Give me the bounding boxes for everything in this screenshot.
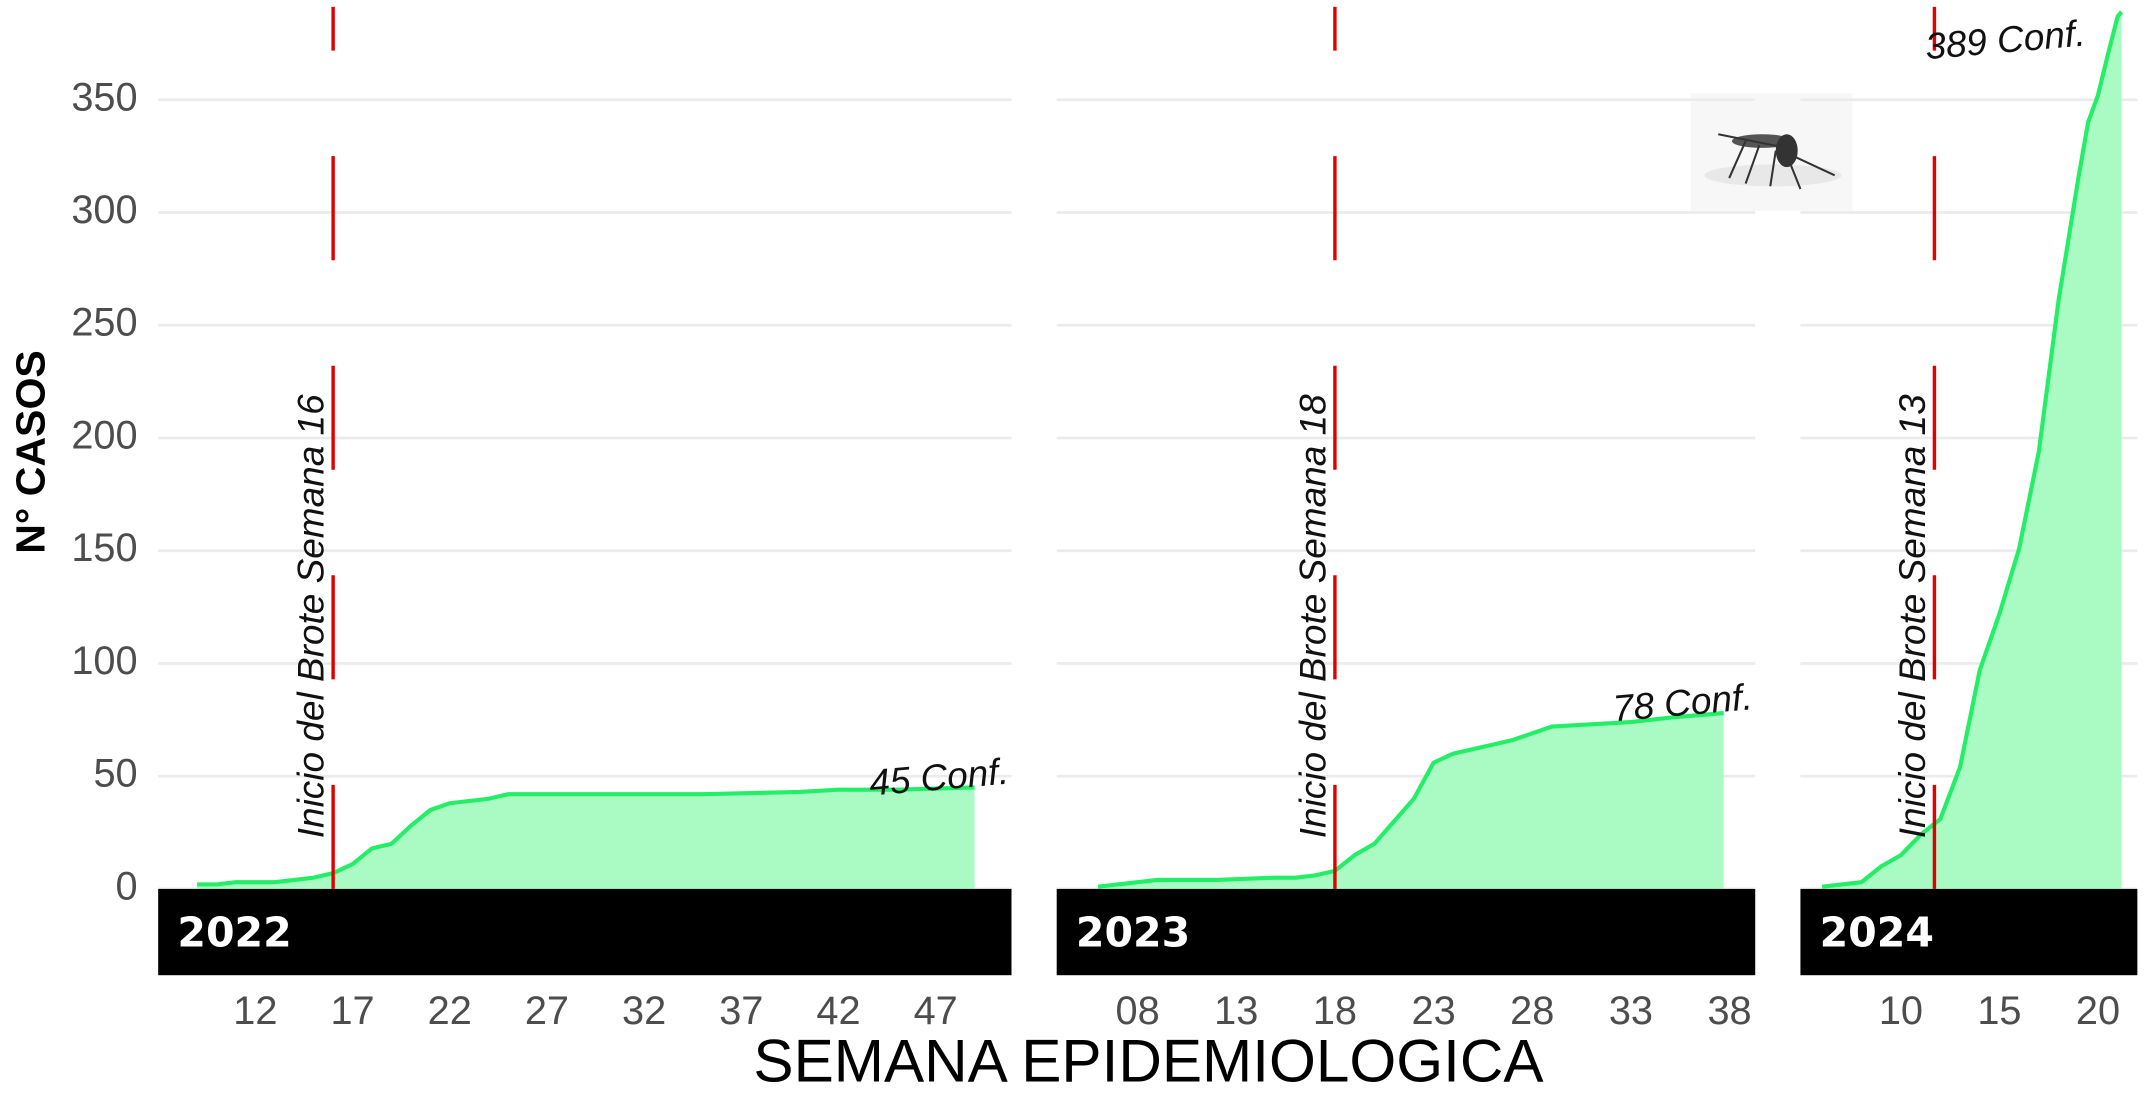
y-tick-label: 300 — [71, 188, 137, 232]
x-tick-label: 18 — [1313, 989, 1357, 1033]
x-tick-label: 37 — [719, 989, 763, 1033]
x-tick-label: 23 — [1411, 989, 1455, 1033]
y-tick-label: 100 — [71, 639, 137, 683]
mosquito-image — [1690, 93, 1853, 211]
y-tick-label: 250 — [71, 301, 137, 345]
x-tick-label: 20 — [2076, 989, 2120, 1033]
x-tick-label: 17 — [330, 989, 374, 1033]
area-fill — [197, 787, 975, 889]
outbreak-label: Inicio del Brote Semana 18 — [1293, 394, 1334, 838]
x-tick-label: 28 — [1510, 989, 1554, 1033]
x-axis-title: SEMANA EPIDEMIOLOGICA — [753, 1027, 1544, 1093]
area-line — [197, 785, 975, 887]
x-tick-label: 08 — [1116, 989, 1160, 1033]
x-tick-label: 33 — [1609, 989, 1653, 1033]
y-tick-label: 350 — [71, 75, 137, 119]
strip — [1800, 888, 2138, 976]
y-tick-label: 0 — [116, 864, 138, 908]
x-tick-label: 27 — [525, 989, 569, 1033]
outbreak-label: Inicio del Brote Semana 13 — [1892, 394, 1933, 838]
x-tick-label: 38 — [1707, 989, 1751, 1033]
area-line — [1097, 711, 1724, 889]
x-tick-label: 15 — [1977, 989, 2021, 1033]
y-tick-label: 200 — [71, 413, 137, 457]
x-tick-label: 32 — [622, 989, 666, 1033]
x-tick-label: 13 — [1214, 989, 1258, 1033]
area-line — [1821, 10, 2124, 889]
strip-label: 2022 — [177, 908, 291, 956]
x-tick-label: 47 — [914, 989, 958, 1033]
x-tick-label: 12 — [233, 989, 277, 1033]
end-label: 389 Conf. — [1924, 12, 2087, 67]
end-label: 78 Conf. — [1611, 676, 1754, 729]
outbreak-label: Inicio del Brote Semana 16 — [291, 394, 332, 838]
strip-label: 2023 — [1076, 908, 1190, 956]
y-tick-label: 150 — [71, 526, 137, 570]
y-tick-label: 50 — [93, 752, 137, 796]
y-axis-title: N° CASOS — [7, 350, 53, 554]
x-tick-label: 42 — [816, 989, 860, 1033]
area-fill — [1822, 11, 2122, 889]
strip — [1056, 888, 1756, 976]
strip-label: 2024 — [1820, 908, 1934, 956]
x-tick-label: 22 — [428, 989, 472, 1033]
strip — [158, 888, 1012, 976]
x-tick-label: 10 — [1879, 989, 1923, 1033]
end-label: 45 Conf. — [867, 751, 1010, 804]
area-fill — [1098, 713, 1724, 889]
